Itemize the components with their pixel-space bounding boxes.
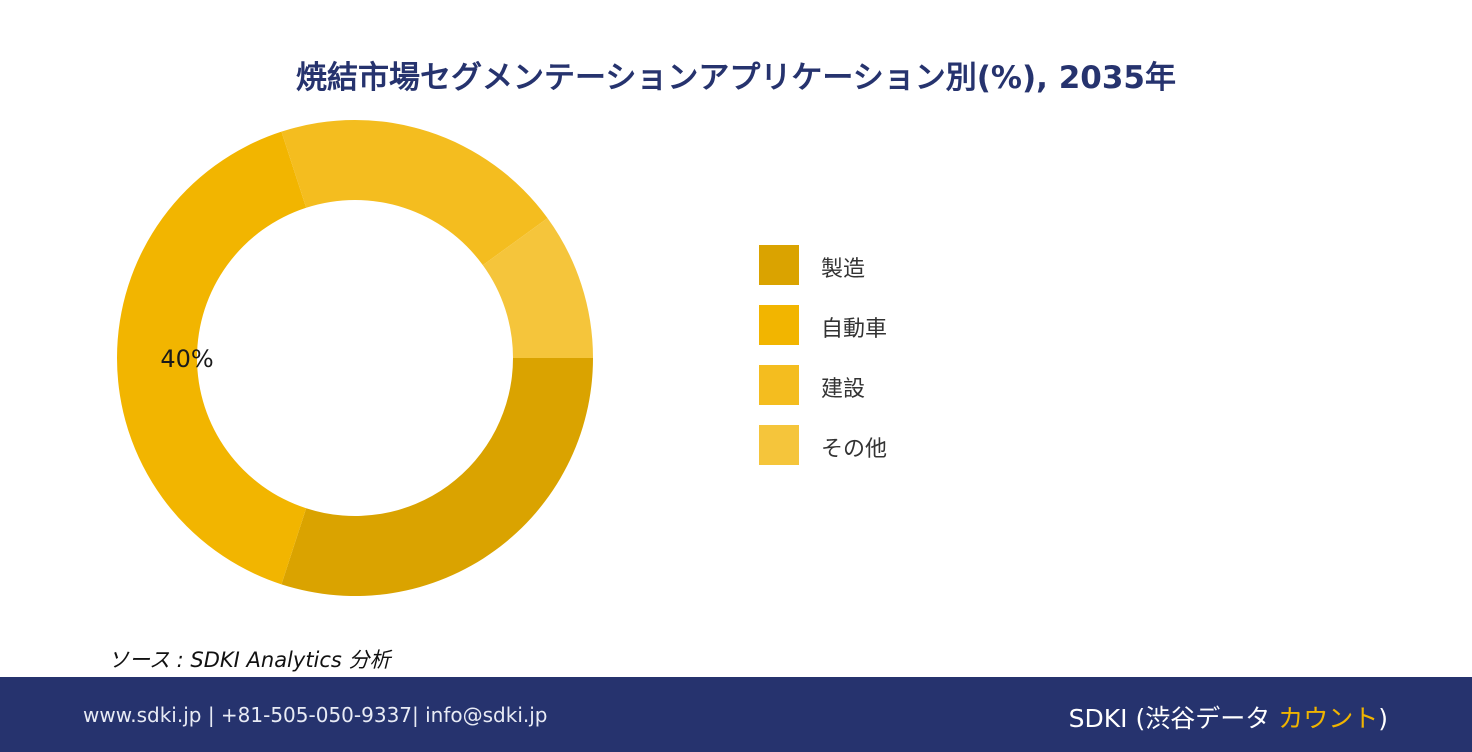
- brand-logo: SDKI (渋谷データ カウント): [1069, 699, 1388, 735]
- legend-swatch: [759, 425, 799, 465]
- donut-slice: [116, 131, 307, 585]
- legend-swatch: [759, 245, 799, 285]
- slice-data-label: 40%: [160, 345, 213, 373]
- donut-chart: 40%: [116, 119, 593, 596]
- source-note: ソース : SDKI Analytics 分析: [108, 648, 391, 672]
- legend-swatch: [759, 365, 799, 405]
- donut-slice: [482, 218, 593, 358]
- brand-suffix-text: ): [1378, 704, 1388, 733]
- legend-swatch: [759, 305, 799, 345]
- contact-info: www.sdki.jp | +81-505-050-9337| info@sdk…: [83, 703, 548, 727]
- legend-label: 製造: [821, 257, 866, 282]
- legend-label: 自動車: [821, 317, 888, 342]
- footer-bar: www.sdki.jp | +81-505-050-9337| info@sdk…: [0, 677, 1472, 752]
- legend-label: その他: [821, 437, 888, 462]
- brand-text: SDKI (渋谷データ: [1068, 704, 1279, 733]
- donut-slice: [281, 119, 548, 266]
- brand-accent-text: カウント: [1278, 704, 1379, 733]
- donut-slice: [281, 358, 593, 596]
- chart-title: 焼結市場セグメンテーションアプリケーション別(%), 2035年: [295, 60, 1176, 96]
- legend-label: 建設: [821, 377, 866, 402]
